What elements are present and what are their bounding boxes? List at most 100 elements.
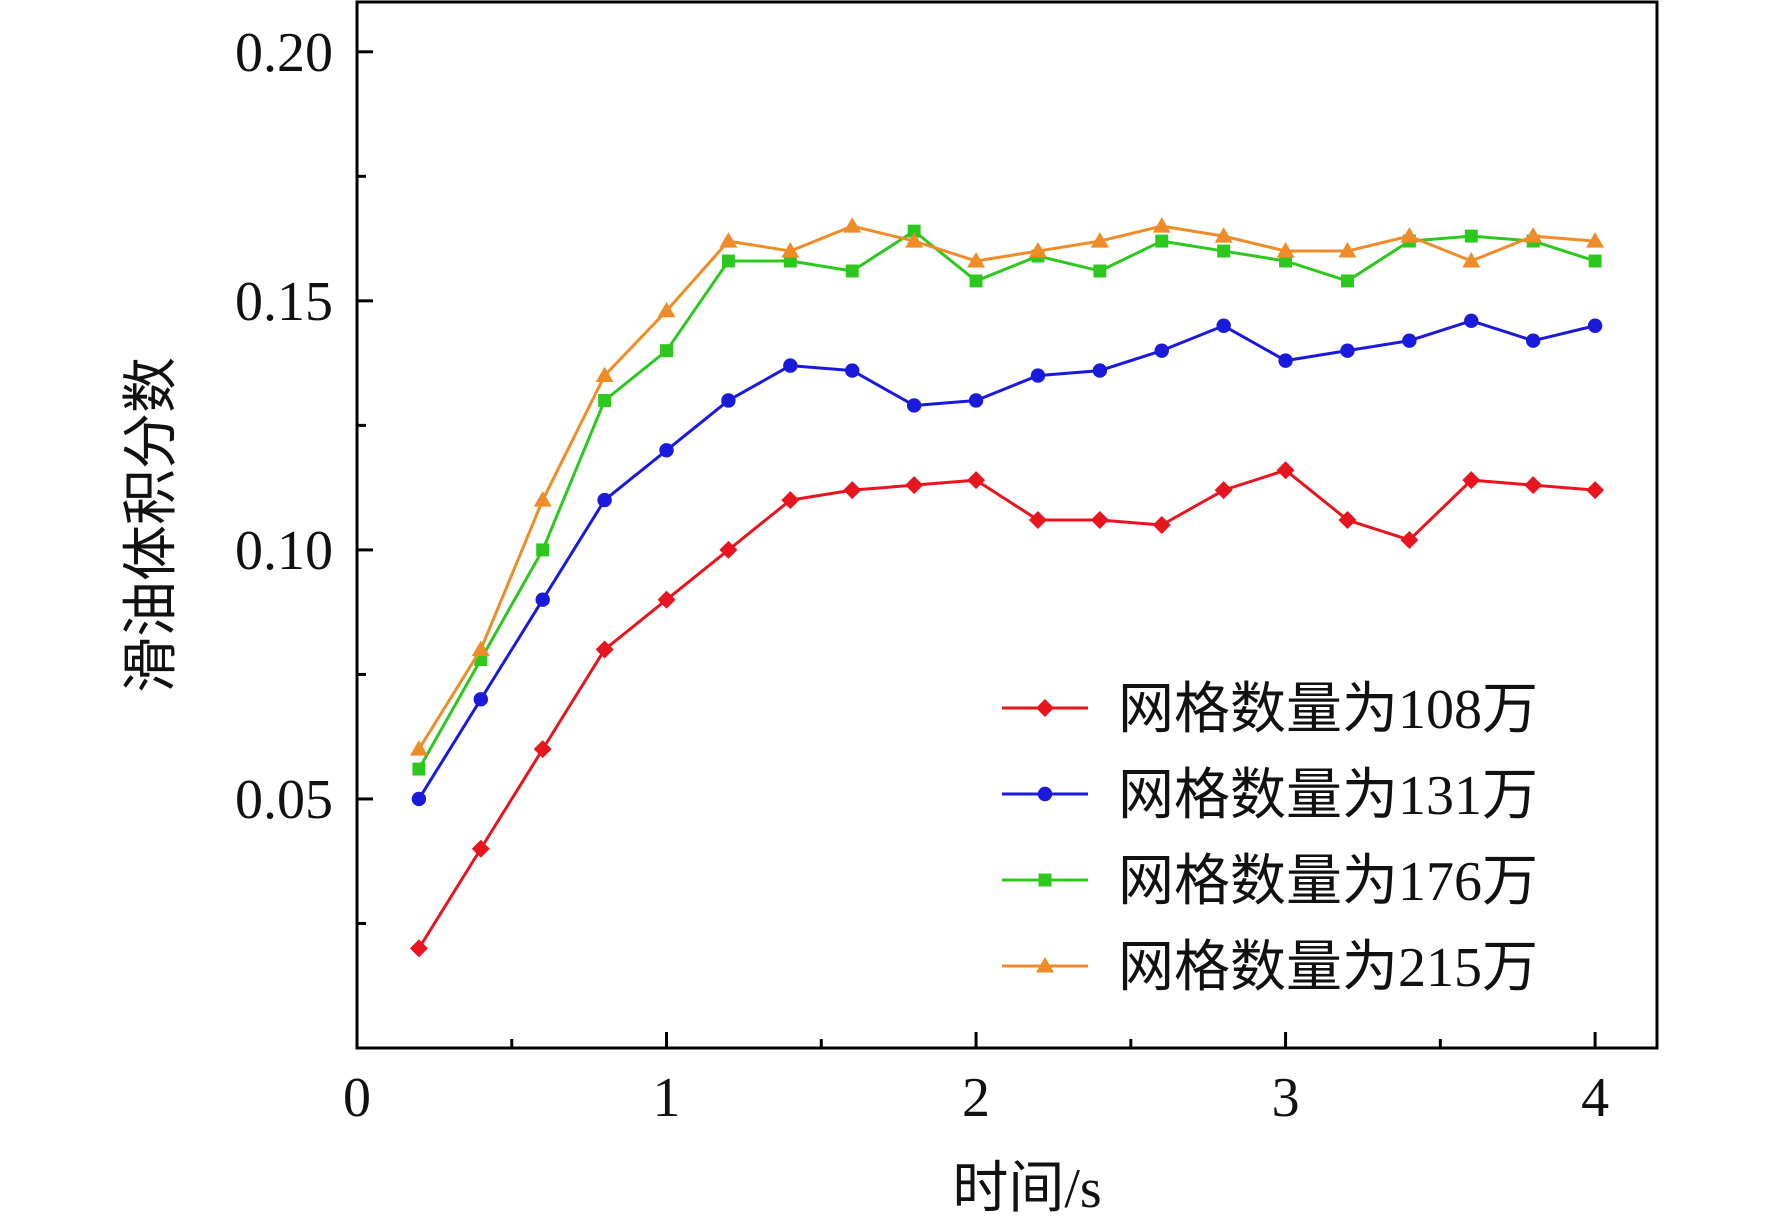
series-1-point [843, 481, 862, 500]
series-4-point [781, 242, 800, 258]
series-4-point [1152, 217, 1171, 233]
series-3-point [907, 224, 921, 238]
series-4-point [967, 252, 986, 268]
series-2-point [535, 592, 550, 607]
series-2-point [845, 363, 860, 378]
series-4-line [417, 224, 1596, 750]
series-3-point [1279, 254, 1293, 268]
series-4-point [1028, 242, 1047, 258]
series-2-point [721, 393, 736, 408]
series-1-point [905, 476, 924, 495]
legend-label-1: 网格数量为108万 [1118, 679, 1538, 741]
series-3-point [598, 393, 612, 407]
y-tick-label: 0.05 [235, 769, 333, 831]
series-2-point [1587, 318, 1603, 333]
series-2-point [597, 492, 612, 508]
legend-label-2: 网格数量为131万 [1118, 765, 1538, 827]
series-4-point [905, 232, 924, 248]
legend-marker-2 [1037, 786, 1053, 802]
series-2-point [906, 398, 922, 413]
series-4-point [1214, 227, 1233, 243]
legend-marker-3 [1038, 873, 1052, 887]
y-tick-label: 0.15 [235, 271, 333, 333]
series-4-point [595, 366, 614, 383]
series-3-point [412, 762, 426, 776]
series-1-point [409, 939, 428, 958]
series-2-point [1092, 363, 1108, 378]
x-axis-title: 时间/s [952, 1158, 1101, 1220]
series-4-point [1462, 252, 1481, 268]
y-tick-label: 0.20 [235, 22, 333, 84]
x-tick-label: 3 [1272, 1067, 1300, 1129]
series-1-point [1090, 511, 1109, 530]
series-1-line [417, 468, 1596, 950]
series-4-point [1090, 232, 1109, 248]
legend-label-4: 网格数量为215万 [1118, 937, 1538, 999]
legend-marker-4 [1036, 957, 1054, 973]
y-tick-label: 0.10 [235, 520, 333, 582]
series-3-point [783, 254, 797, 268]
x-tick-label: 4 [1581, 1067, 1609, 1129]
series-2-point [1402, 333, 1417, 348]
series-4-point [843, 217, 862, 233]
series-4-point [409, 740, 428, 756]
series-4-point [1586, 232, 1605, 248]
series-3-point [660, 344, 674, 358]
series-1-point [1400, 530, 1419, 549]
x-tick-label: 0 [343, 1067, 371, 1129]
series-4-point [1276, 242, 1295, 258]
legend-marker-1 [1036, 699, 1054, 717]
axes-layer: 0 1 2 3 4 0.05 0.10 0.15 0.20 [235, 0, 1659, 1129]
series-2-point [411, 791, 427, 807]
series-1-point [533, 740, 552, 759]
series-4-point [657, 301, 676, 318]
y-axis-title: 滑油体积分数 [121, 357, 183, 693]
series-1-point [967, 471, 986, 490]
series-1-point [1214, 481, 1233, 500]
series-1-point [657, 590, 676, 609]
series-3-point [845, 264, 859, 278]
series-1-point [1028, 511, 1047, 530]
series-4-point [1400, 227, 1419, 243]
series-3-point [1093, 264, 1107, 278]
series-1-point [595, 640, 614, 659]
series-2-line [417, 319, 1596, 800]
series-3-line [417, 229, 1596, 770]
series-1-point [719, 540, 738, 559]
series-2-point [968, 393, 984, 408]
series-3-point [1340, 274, 1354, 288]
series-2-point [1154, 343, 1169, 358]
series-3-point [969, 274, 983, 288]
series-3-point [1464, 229, 1478, 243]
series-4-point [533, 491, 552, 507]
series-1-point [1524, 476, 1543, 495]
legend-label-3: 网格数量为176万 [1118, 851, 1538, 913]
series-2-point [1525, 333, 1541, 348]
series-2-point [473, 692, 489, 707]
series-1-point [1586, 481, 1605, 500]
series-2-point [659, 443, 674, 458]
series-4-point [1524, 227, 1543, 243]
series-2-point [1278, 353, 1293, 368]
series-2-point [1464, 313, 1479, 328]
series-1-point [1338, 511, 1357, 530]
series-1-point [471, 839, 490, 858]
series-4-point [719, 232, 738, 248]
series-2-point [1030, 368, 1046, 383]
series-4-point [1338, 242, 1357, 258]
series-3-point [1588, 254, 1602, 268]
series-3-point [1217, 244, 1231, 258]
plot-frame [355, 0, 1659, 1050]
series-2-point [1340, 343, 1355, 358]
plot-layer [409, 217, 1605, 958]
series-1-point [1152, 516, 1171, 534]
series-2-point [1216, 318, 1231, 333]
series-1-point [1462, 471, 1481, 490]
x-tick-label: 2 [962, 1067, 990, 1129]
series-4-point [471, 640, 490, 657]
series-2-point [783, 358, 798, 373]
series-3-point [1155, 234, 1169, 248]
series-1-point [1276, 461, 1295, 480]
